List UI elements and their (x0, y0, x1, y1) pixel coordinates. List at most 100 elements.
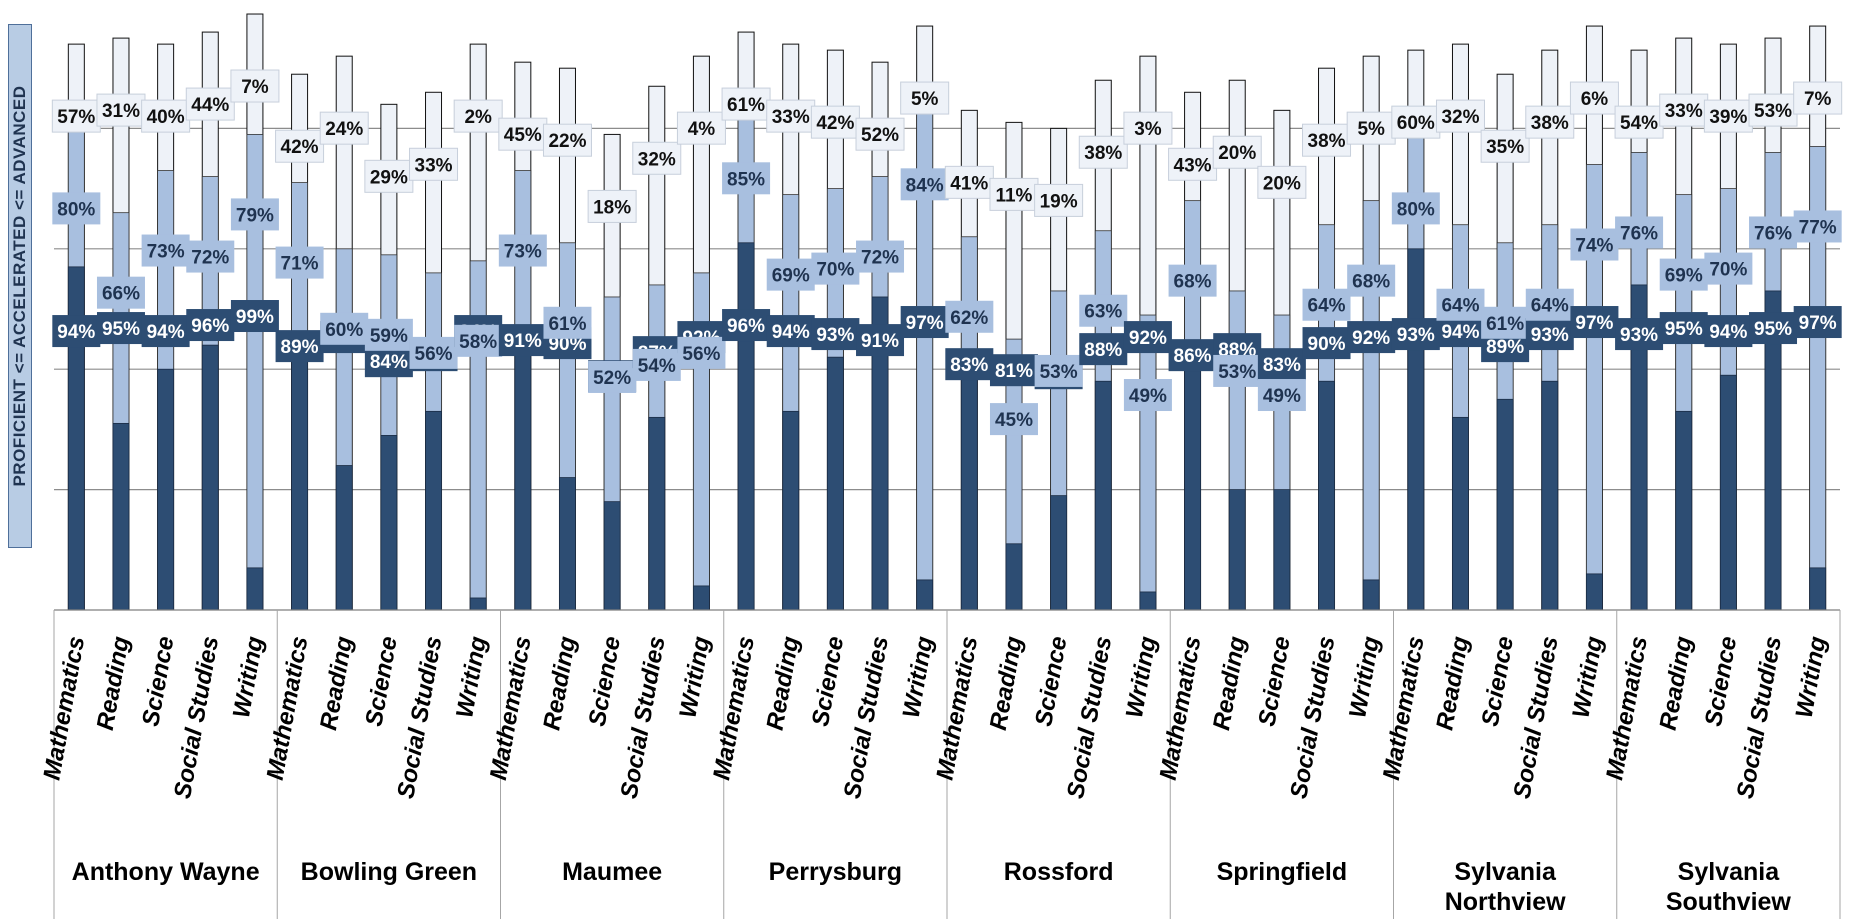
bar-advanced (380, 435, 398, 611)
tick-label-subject: Writing (1121, 634, 1162, 720)
tick-label-subject: Science (1030, 634, 1072, 728)
label-advanced-box (1346, 111, 1396, 145)
label-proficient-box (989, 354, 1038, 387)
label-accelerated: 61% (1486, 314, 1524, 335)
label-proficient: 95% (102, 319, 140, 340)
label-accelerated: 49% (1263, 386, 1301, 407)
tick-label-subject: Mathematics (485, 634, 537, 782)
label-proficient-box (1659, 312, 1708, 345)
tick-label-district: Springfield (1217, 858, 1348, 886)
tick-label-subject: Writing (1567, 634, 1608, 720)
label-proficient-box (856, 324, 905, 357)
bar-advanced (1541, 380, 1559, 611)
label-advanced-box (141, 99, 191, 133)
label-accelerated-box (320, 312, 369, 345)
label-advanced: 38% (1308, 131, 1346, 152)
label-advanced-box (766, 99, 816, 133)
label-accelerated: 77% (1799, 217, 1837, 238)
tick-label-subject: Writing (898, 634, 939, 720)
bar-advanced (514, 338, 532, 611)
label-proficient: 93% (816, 325, 854, 346)
tick-label-subject: Writing (674, 634, 715, 720)
label-accelerated-box (186, 240, 235, 273)
tick-label-subject: Reading (538, 634, 581, 732)
tick-label-subject: Mathematics (38, 634, 90, 782)
label-advanced-box (453, 99, 503, 133)
label-advanced: 5% (1357, 119, 1385, 140)
label-accelerated-box (230, 198, 279, 231)
label-accelerated: 80% (1397, 199, 1435, 220)
label-proficient-box (141, 315, 190, 348)
tick-label-subject: Mathematics (708, 634, 760, 782)
y-axis-title-box (8, 24, 32, 548)
label-proficient: 92% (1129, 328, 1167, 349)
label-advanced: 5% (911, 89, 939, 110)
label-proficient-box (230, 300, 279, 333)
label-accelerated: 76% (1754, 223, 1792, 244)
label-advanced-box (944, 165, 994, 199)
tick-label-subject: Social Studies (616, 634, 671, 800)
label-advanced: 43% (1174, 155, 1212, 176)
label-proficient: 83% (950, 355, 988, 376)
tick-label-subject: Mathematics (262, 634, 314, 782)
label-advanced: 53% (1754, 101, 1792, 122)
label-accelerated-box (1615, 216, 1664, 249)
label-accelerated-box (96, 276, 145, 309)
label-advanced-box (1569, 81, 1619, 115)
label-proficient: 93% (1531, 325, 1569, 346)
tick-label-subject: Reading (315, 634, 358, 732)
label-proficient-box (1570, 306, 1619, 339)
label-advanced: 38% (1084, 143, 1122, 164)
tick-label-subject: Mathematics (1601, 634, 1653, 782)
label-advanced-box (498, 117, 548, 151)
label-advanced-box (1614, 105, 1664, 139)
label-accelerated: 60% (325, 320, 363, 341)
label-advanced-box (1748, 93, 1798, 127)
label-accelerated-box (900, 168, 949, 201)
tick-label-subject: Science (807, 634, 849, 728)
bar-advanced (693, 585, 710, 611)
label-proficient: 96% (727, 316, 765, 337)
tick-label-subject: Reading (762, 634, 805, 732)
label-accelerated: 64% (1441, 296, 1479, 317)
label-advanced: 32% (1441, 107, 1479, 128)
tick-label-subject: Mathematics (1155, 634, 1207, 782)
label-proficient-box (945, 348, 994, 381)
label-accelerated: 72% (191, 248, 229, 269)
tick-label-subject: Writing (451, 634, 492, 720)
label-accelerated-box (1481, 306, 1530, 339)
label-accelerated: 71% (281, 254, 319, 275)
label-advanced: 52% (861, 125, 899, 146)
label-advanced: 42% (281, 137, 319, 158)
label-advanced-box (676, 111, 726, 145)
label-accelerated-box (1123, 379, 1172, 412)
bar-advanced (1719, 374, 1737, 611)
label-advanced: 57% (57, 107, 95, 128)
label-proficient-box (1079, 333, 1128, 366)
tick-label-district: Rossford (1004, 858, 1114, 886)
label-advanced: 20% (1263, 173, 1301, 194)
bar-advanced (1362, 579, 1380, 611)
label-accelerated-box (1570, 228, 1619, 261)
bar-advanced (1050, 495, 1068, 611)
label-proficient: 88% (1084, 340, 1122, 361)
label-accelerated-box (677, 336, 726, 369)
tick-label-subject: Reading (1208, 634, 1251, 732)
bar-advanced (782, 410, 800, 611)
label-advanced: 60% (1397, 113, 1435, 134)
label-accelerated-box (588, 360, 637, 393)
bar-advanced (469, 597, 487, 611)
label-accelerated-box (52, 192, 101, 225)
label-advanced: 35% (1486, 137, 1524, 158)
label-advanced: 29% (370, 167, 408, 188)
tick-label-district: Anthony Wayne (72, 858, 260, 886)
label-advanced: 19% (1040, 191, 1078, 212)
label-proficient-box (186, 309, 235, 342)
label-accelerated: 61% (548, 314, 586, 335)
label-advanced: 18% (593, 197, 631, 218)
bar-advanced (1496, 398, 1514, 611)
label-accelerated: 74% (1575, 236, 1613, 257)
label-advanced: 32% (638, 149, 676, 170)
label-advanced: 41% (950, 173, 988, 194)
label-advanced: 33% (1665, 101, 1703, 122)
